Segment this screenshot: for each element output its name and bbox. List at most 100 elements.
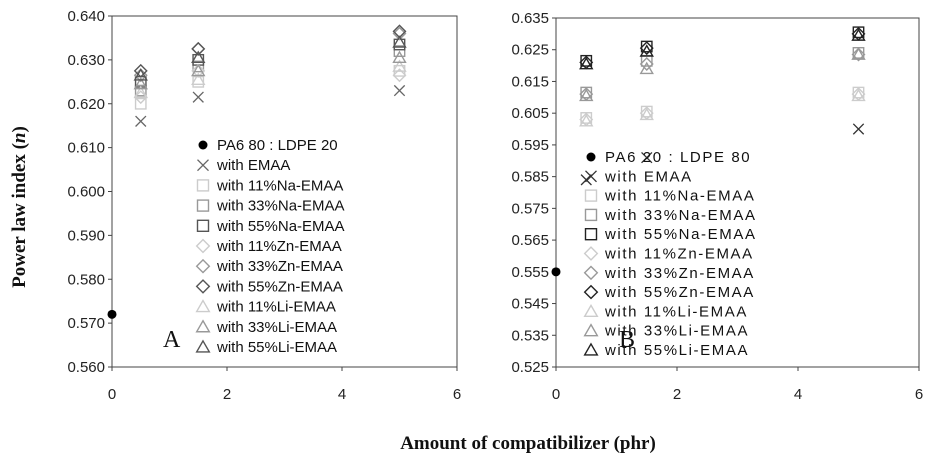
y-tick-label: 0.580 — [67, 271, 105, 288]
legend: PA6 20 : LDPE 80 with EMAA with 11%Na-EMAA… — [583, 149, 757, 359]
y-tick-label: 0.615 — [511, 73, 549, 90]
y-tick-label: 0.590 — [67, 227, 105, 244]
x-tick-label: 4 — [338, 386, 346, 403]
legend-label: with 11%Zn-EMAA — [604, 246, 754, 263]
y-tick-label: 0.535 — [511, 327, 549, 344]
data-point — [639, 41, 654, 56]
y-tick-label: 0.595 — [511, 137, 549, 154]
legend-label: with 55%Li-EMAA — [216, 339, 337, 356]
legend-label: with 33%Na-EMAA — [216, 198, 345, 215]
x-tick-label: 4 — [794, 386, 802, 403]
data-point — [133, 63, 148, 78]
data-point — [639, 57, 654, 71]
legend-label: with 11%Na-EMAA — [216, 177, 343, 194]
data-point — [851, 47, 866, 60]
legend-label: with 55%Na-EMAA — [216, 218, 345, 235]
legend-marker — [198, 140, 208, 150]
legend-marker — [195, 279, 211, 294]
data-point — [191, 72, 206, 85]
data-point — [852, 123, 865, 135]
y-tick-label: 0.630 — [67, 52, 105, 69]
data-point — [639, 61, 654, 75]
plot-area-b — [555, 17, 920, 368]
data-point — [851, 88, 866, 102]
data-point — [579, 88, 594, 102]
legend-marker — [583, 303, 599, 318]
y-tick-label: 0.620 — [67, 96, 105, 113]
legend-marker — [585, 170, 597, 183]
data-point — [134, 84, 147, 97]
y-axis-label-open: ( — [9, 143, 30, 149]
data-point — [191, 63, 206, 78]
data-point — [393, 45, 406, 58]
data-point — [192, 91, 204, 103]
data-point — [392, 59, 407, 72]
data-point — [134, 97, 147, 110]
legend-label: with 55%Li-EMAA — [604, 342, 749, 359]
y-tick-label: 0.605 — [511, 105, 549, 122]
x-tick-label: 6 — [915, 386, 923, 403]
legend-label: with 33%Li-EMAA — [604, 323, 749, 340]
legend-label: with EMAA — [604, 168, 693, 185]
y-axis-label-close: ) — [9, 126, 30, 132]
legend-marker — [584, 227, 598, 241]
data-point — [392, 26, 407, 41]
data-point — [579, 113, 594, 127]
legend-label: PA6 80 : LDPE 20 — [217, 137, 338, 154]
y-tick-label: 0.640 — [67, 8, 105, 25]
y-tick-label: 0.635 — [511, 10, 549, 27]
legend-label: with 33%Li-EMAA — [216, 319, 337, 336]
y-tick-label: 0.545 — [511, 296, 549, 313]
panel-a: 0.560 0.570 0.580 0.590 0.600 0.610 0.620 0.630… — [67, 8, 461, 403]
y-tick-label: 0.565 — [511, 232, 549, 249]
data-point — [133, 68, 148, 81]
y-tick-label: 0.610 — [67, 140, 105, 157]
legend-marker — [583, 246, 599, 261]
y-tick-label: 0.625 — [511, 42, 549, 59]
legend-label: with 33%Na-EMAA — [604, 207, 757, 224]
legend-label: with 55%Zn-EMAA — [216, 278, 343, 295]
legend-label: with 55%Na-EMAA — [604, 226, 757, 243]
data-point — [641, 151, 653, 164]
x-tick-label: 0 — [108, 386, 116, 403]
data-point — [579, 56, 594, 70]
panel-b: 0.525 0.535 0.545 0.555 0.565 0.575 0.585 0.595… — [511, 10, 923, 403]
data-point — [639, 107, 654, 121]
legend-marker — [586, 152, 596, 162]
legend-marker — [195, 238, 211, 254]
legend-marker — [583, 323, 599, 337]
x-tick-label: 2 — [673, 386, 681, 403]
panel-label: B — [619, 327, 635, 353]
y-tick-label: 0.575 — [511, 200, 549, 217]
data-point — [392, 50, 407, 64]
data-point — [851, 28, 866, 41]
legend-marker — [196, 199, 210, 212]
legend-marker — [584, 189, 598, 202]
x-tick-label: 0 — [552, 386, 560, 403]
data-point — [392, 68, 407, 83]
legend-label: with 33%Zn-EMAA — [604, 265, 755, 282]
y-axis-label-main: Power law index — [9, 149, 30, 287]
data-point — [191, 41, 206, 56]
legend-marker — [196, 219, 210, 233]
data-point — [192, 60, 205, 73]
x-axis-label: Amount of compatibilizer (phr) — [400, 433, 656, 454]
panel-label: A — [163, 327, 181, 353]
data-point — [392, 35, 407, 48]
legend-label: PA6 20 : LDPE 80 — [605, 149, 751, 166]
legend-marker — [195, 339, 211, 353]
data-point — [639, 44, 654, 57]
data-point — [851, 47, 866, 62]
legend-marker — [583, 342, 599, 356]
legend-label: with 11%Zn-EMAA — [216, 238, 342, 255]
y-tick-label: 0.570 — [67, 315, 105, 332]
legend-marker — [584, 208, 598, 222]
y-tick-label: 0.585 — [511, 169, 549, 186]
x-tick-label: 6 — [453, 386, 461, 403]
x-tick-label: 2 — [223, 386, 231, 403]
legend-marker — [195, 258, 211, 274]
plot-area-a — [111, 15, 458, 368]
data-point — [135, 115, 147, 127]
legend-label: with 11%Li-EMAA — [216, 299, 336, 316]
legend-label: with EMAA — [216, 157, 290, 174]
